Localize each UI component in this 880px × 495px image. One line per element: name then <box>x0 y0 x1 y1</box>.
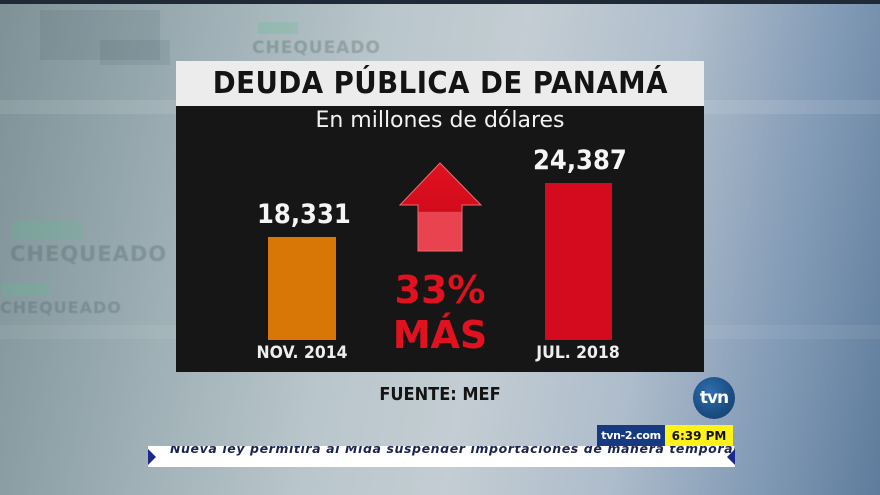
news-ticker: Nueva ley permitirá al Mida suspender im… <box>148 446 735 467</box>
bar-2018 <box>545 183 612 340</box>
chequeado-watermark: CHEQUEADO <box>252 38 381 58</box>
chequeado-watermark: CHEQUEADO <box>0 298 122 317</box>
infographic-title: DEUDA PÚBLICA DE PANAMÁ <box>212 66 668 101</box>
ticker-right-arrow-icon <box>727 449 735 465</box>
tvn-logo: tvn <box>693 377 735 419</box>
bar-label-2018: JUL. 2018 <box>536 343 620 363</box>
change-word: MÁS <box>392 313 488 357</box>
ticker-text: Nueva ley permitirá al Mida suspender im… <box>170 446 735 456</box>
infographic-title-bar: DEUDA PÚBLICA DE PANAMÁ <box>176 61 704 106</box>
bar-value-2014: 18,331 <box>257 199 351 230</box>
watermark-tile <box>12 222 82 240</box>
website-label: tvn-2.com <box>597 425 665 446</box>
change-percent: 33% <box>394 268 486 312</box>
chequeado-watermark: CHEQUEADO <box>10 242 168 266</box>
watermark-tile <box>258 22 298 34</box>
top-edge <box>0 0 880 4</box>
background-block <box>40 10 160 60</box>
bar-label-2014: NOV. 2014 <box>256 343 348 363</box>
clock: 6:39 PM <box>665 425 733 446</box>
up-arrow-icon <box>398 162 483 252</box>
bar-value-2018: 24,387 <box>533 145 627 176</box>
background-block <box>100 40 170 65</box>
bar-2014 <box>268 237 336 340</box>
infographic-subtitle: En millones de dólares <box>315 108 565 133</box>
ticker-left-arrow-icon <box>148 449 156 465</box>
source-credit: FUENTE: MEF <box>379 384 501 405</box>
watermark-tile <box>2 284 50 296</box>
